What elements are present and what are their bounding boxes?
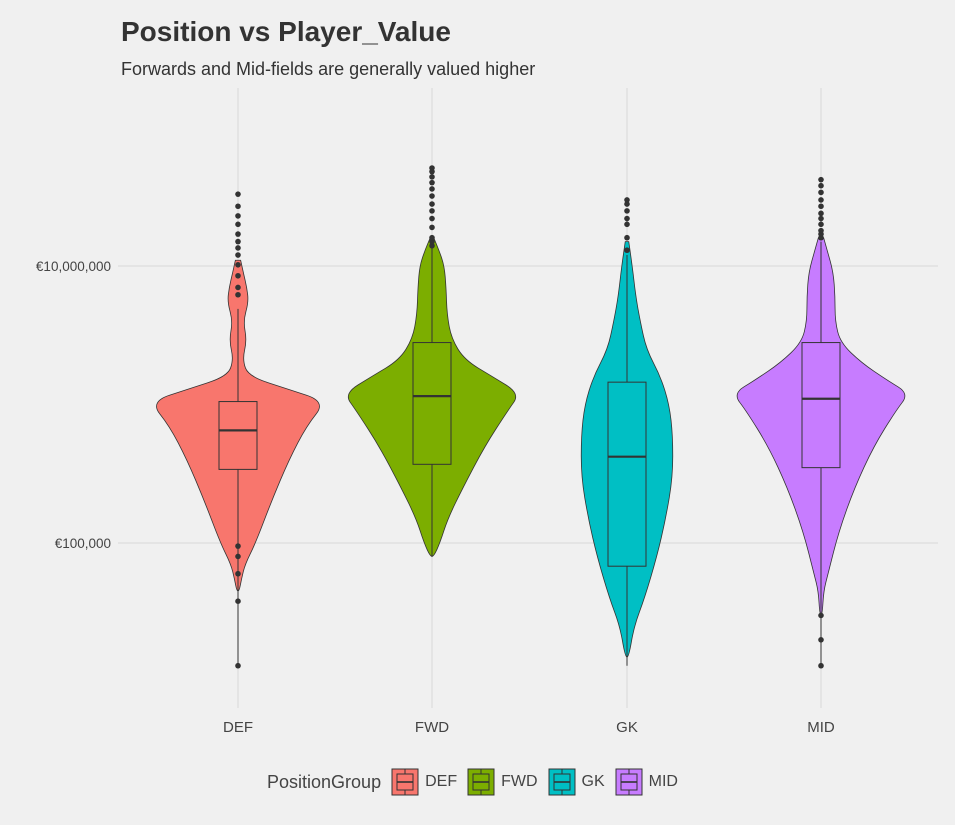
- outlier-point: [235, 598, 241, 604]
- outlier-point: [624, 215, 630, 222]
- outlier-point: [818, 176, 824, 183]
- outlier-point: [235, 543, 241, 549]
- outlier-point: [818, 227, 824, 234]
- chart-title: Position vs Player_Value: [121, 16, 451, 47]
- legend-key-gk: [548, 768, 576, 796]
- x-tick-label-gk: GK: [616, 719, 638, 736]
- box-iqr: [801, 342, 841, 469]
- x-tick-label-fwd: FWD: [415, 719, 449, 736]
- boxplot-fwd: [412, 245, 452, 557]
- violin-chart: €10,000,000 €100,000 DEF FWD GK MID: [36, 88, 938, 736]
- legend-label: MID: [648, 773, 678, 790]
- legend-item-fwd: FWD: [467, 768, 538, 796]
- outlier-point: [624, 201, 630, 207]
- outlier-point: [818, 203, 824, 210]
- outlier-point: [818, 210, 824, 217]
- outlier-point: [235, 245, 241, 251]
- legend-key-fwd: [467, 768, 495, 796]
- legend-items: DEF FWD GK MID: [391, 768, 688, 796]
- outlier-point: [235, 291, 241, 298]
- outlier-point: [818, 215, 824, 222]
- outlier-point: [429, 179, 435, 186]
- outlier-point: [624, 247, 630, 254]
- box-iqr: [218, 401, 258, 470]
- outlier-point: [235, 252, 241, 258]
- outlier-point: [818, 182, 824, 189]
- outlier-point: [429, 234, 435, 241]
- outlier-point: [235, 262, 241, 268]
- chart-subtitle: Forwards and Mid-fields are generally va…: [121, 59, 536, 79]
- outlier-point: [235, 238, 241, 245]
- outliers: [235, 165, 824, 669]
- outlier-point: [235, 231, 241, 237]
- legend-key-def: [391, 768, 419, 796]
- boxplot-def: [218, 308, 258, 666]
- outlier-point: [235, 221, 241, 228]
- boxplot-mid: [801, 241, 841, 666]
- x-tick-label-mid: MID: [807, 719, 835, 736]
- legend-label: DEF: [425, 773, 458, 790]
- legend-item-def: DEF: [391, 768, 457, 796]
- outlier-point: [235, 662, 241, 669]
- outlier-point: [429, 238, 435, 245]
- boxplot-gk: [607, 255, 647, 666]
- box-iqr: [607, 381, 647, 567]
- outlier-point: [429, 165, 435, 171]
- outlier-point: [429, 242, 435, 249]
- legend-label: GK: [581, 773, 605, 790]
- outlier-point: [235, 272, 241, 279]
- box-iqr: [412, 342, 452, 465]
- boxplots: [218, 241, 841, 666]
- legend: PositionGroup DEF FWD GK MID: [0, 768, 955, 796]
- legend-key-mid: [615, 768, 643, 796]
- outlier-point: [235, 203, 241, 210]
- outlier-point: [235, 570, 241, 577]
- outlier-point: [624, 197, 630, 203]
- outlier-point: [429, 224, 435, 231]
- outlier-point: [818, 662, 824, 669]
- outlier-point: [235, 191, 241, 197]
- outlier-point: [429, 186, 435, 192]
- outlier-point: [818, 221, 824, 228]
- outlier-point: [429, 174, 435, 180]
- x-tick-label-def: DEF: [223, 719, 253, 736]
- y-tick-label: €10,000,000: [36, 259, 111, 274]
- outlier-point: [235, 553, 241, 560]
- outlier-point: [624, 221, 630, 228]
- outlier-point: [624, 234, 630, 241]
- outlier-point: [429, 215, 435, 222]
- violins: [156, 237, 906, 658]
- outlier-point: [818, 637, 824, 643]
- legend-label: FWD: [501, 773, 538, 790]
- outlier-point: [818, 612, 824, 619]
- legend-title: PositionGroup: [267, 771, 382, 792]
- outlier-point: [429, 208, 435, 214]
- outlier-point: [624, 208, 630, 214]
- outlier-point: [429, 193, 435, 199]
- outlier-point: [818, 197, 824, 203]
- legend-item-gk: GK: [548, 768, 605, 796]
- y-tick-label: €100,000: [55, 536, 111, 551]
- y-axis-ticks: €10,000,000 €100,000: [36, 259, 111, 551]
- x-axis-ticks: DEF FWD GK MID: [223, 719, 835, 736]
- legend-item-mid: MID: [615, 768, 678, 796]
- outlier-point: [235, 213, 241, 219]
- outlier-point: [235, 284, 241, 291]
- outlier-point: [818, 189, 824, 196]
- outlier-point: [429, 201, 435, 207]
